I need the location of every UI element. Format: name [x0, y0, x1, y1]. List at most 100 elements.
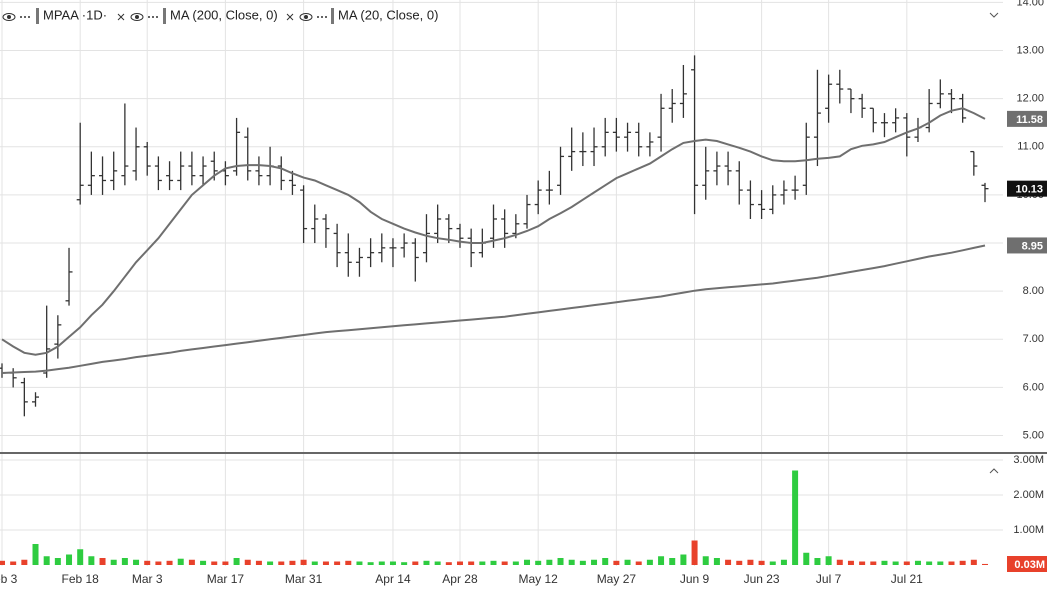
- value-badge: [1007, 556, 1047, 572]
- volume-bar: [624, 559, 631, 565]
- expand-icon[interactable]: [989, 468, 999, 474]
- volume-bar: [222, 561, 229, 565]
- volume-bar: [144, 560, 151, 565]
- volume-bar: [367, 562, 374, 565]
- eye-icon[interactable]: [299, 13, 313, 21]
- x-tick-label: Jul 21: [891, 572, 923, 586]
- y-tick-label: 5.00: [1023, 429, 1044, 441]
- volume-bar: [903, 561, 910, 565]
- volume-bar: [870, 561, 877, 565]
- volume-bar: [970, 559, 977, 565]
- volume-bar: [847, 560, 854, 565]
- volume-bar: [747, 559, 754, 565]
- volume-bar: [211, 561, 218, 565]
- volume-bar: [557, 558, 564, 565]
- value-badge-label: 0.03M: [1014, 559, 1045, 571]
- volume-bar: [200, 560, 207, 565]
- moving-average-line: [1, 107, 986, 356]
- volume-bar: [110, 559, 117, 565]
- volume-bar: [579, 560, 586, 565]
- eye-icon[interactable]: [2, 13, 16, 21]
- more-icon[interactable]: [20, 16, 30, 18]
- y-tick-label: 11.00: [1017, 141, 1044, 153]
- volume-bar: [423, 560, 430, 565]
- y-tick-label: 12.00: [1016, 93, 1044, 105]
- volume-bar: [334, 561, 341, 565]
- volume-bar: [501, 561, 508, 565]
- eye-icon[interactable]: [130, 13, 144, 21]
- volume-bar: [758, 560, 765, 565]
- volume-bar: [456, 561, 463, 565]
- volume-bar: [322, 561, 329, 565]
- x-tick-label: Jul 7: [816, 572, 842, 586]
- volume-bar: [155, 561, 162, 565]
- volume-bar: [713, 558, 720, 565]
- volume-bar: [378, 561, 385, 565]
- volume-bar: [546, 559, 553, 565]
- volume-bar: [356, 561, 363, 565]
- volume-bar: [602, 558, 609, 565]
- close-icon[interactable]: [117, 13, 125, 21]
- volume-bar: [914, 560, 921, 565]
- volume-bar: [568, 559, 575, 565]
- volume-bar: [613, 560, 620, 565]
- volume-bar: [99, 558, 106, 565]
- y-tick-label: 8.00: [1023, 285, 1044, 297]
- volume-bar: [926, 561, 933, 565]
- volume-bar: [77, 549, 84, 565]
- volume-bar: [0, 560, 5, 565]
- value-badge: [1007, 237, 1047, 254]
- volume-bar: [982, 563, 988, 565]
- volume-bar: [825, 556, 832, 565]
- y-tick-label: 3.00M: [1013, 454, 1044, 466]
- volume-bar: [669, 558, 676, 565]
- volume-bar: [948, 561, 955, 565]
- volume-bar: [88, 556, 95, 565]
- x-tick-label: Jun 9: [680, 572, 710, 586]
- x-tick-label: Apr 14: [375, 572, 411, 586]
- volume-bar: [278, 561, 285, 565]
- volume-bar: [267, 561, 274, 565]
- volume-bar: [836, 559, 843, 565]
- legend-entry: MA (20, Close, 0): [338, 7, 438, 22]
- volume-bar: [736, 560, 743, 565]
- volume-bar: [859, 561, 866, 565]
- x-tick-label: Mar 17: [207, 572, 245, 586]
- y-tick-label: 14.00: [1016, 0, 1044, 8]
- volume-bar: [646, 559, 653, 565]
- volume-bar: [959, 560, 966, 565]
- volume-bar: [468, 561, 475, 565]
- volume-bar: [591, 559, 598, 565]
- volume-bar: [345, 560, 352, 565]
- close-icon[interactable]: [286, 13, 294, 21]
- volume-bar: [814, 558, 821, 565]
- volume-bar: [769, 561, 776, 565]
- volume-bar: [311, 561, 318, 565]
- legend-swatch: [331, 8, 334, 24]
- x-tick-label: Jun 23: [744, 572, 780, 586]
- volume-bar: [702, 556, 709, 565]
- moving-average-line: [1, 244, 986, 374]
- volume-bar: [803, 552, 810, 565]
- x-tick-label: Mar 31: [285, 572, 323, 586]
- volume-bar: [691, 540, 698, 565]
- y-tick-label: 1.00M: [1013, 524, 1044, 536]
- volume-bar: [401, 562, 408, 565]
- volume-bar: [289, 560, 296, 565]
- volume-bar: [32, 544, 39, 565]
- x-tick-label: Feb 3: [0, 572, 18, 586]
- volume-bar: [177, 558, 184, 565]
- more-icon[interactable]: [148, 16, 158, 18]
- more-icon[interactable]: [317, 16, 327, 18]
- collapse-icon[interactable]: [989, 12, 999, 18]
- volume-bar: [166, 560, 173, 565]
- volume-bar: [937, 561, 944, 565]
- volume-bar: [490, 560, 497, 565]
- value-badge: [1007, 110, 1047, 127]
- volume-bar: [233, 558, 240, 565]
- volume-bar: [780, 559, 787, 565]
- volume-bar: [512, 561, 519, 565]
- y-tick-label: 2.00M: [1013, 489, 1044, 501]
